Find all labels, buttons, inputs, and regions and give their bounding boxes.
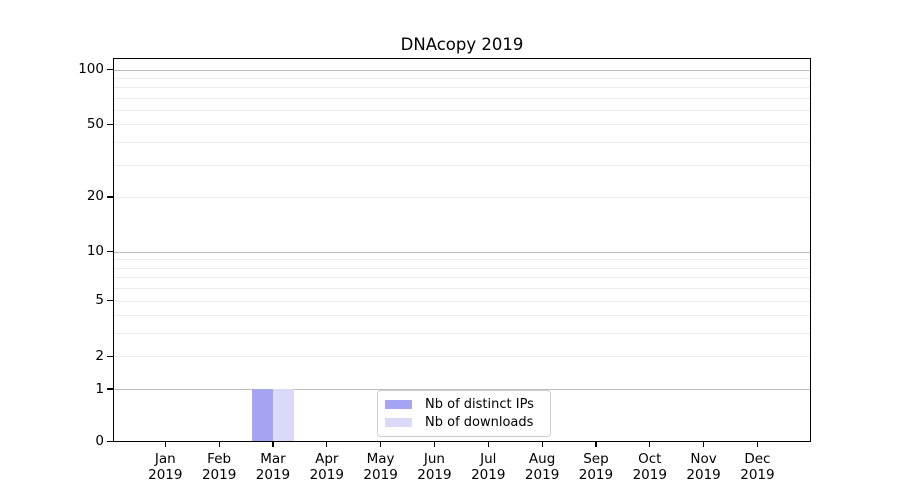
legend-swatch-downloads bbox=[385, 418, 412, 427]
x-axis-tick bbox=[272, 441, 274, 447]
x-axis-tick-label: Oct 2019 bbox=[620, 451, 680, 483]
x-tick-month: Jan bbox=[154, 451, 176, 467]
x-tick-year: 2019 bbox=[740, 466, 775, 483]
gridline-minor bbox=[113, 315, 811, 317]
y-axis-tick bbox=[106, 123, 114, 126]
x-axis-tick bbox=[595, 441, 597, 447]
y-axis-tick-label: 5 bbox=[95, 292, 104, 309]
y-axis-tick bbox=[106, 299, 114, 302]
x-axis-tick bbox=[703, 441, 705, 447]
x-tick-year: 2019 bbox=[524, 466, 560, 483]
x-axis-tick bbox=[541, 441, 543, 447]
x-tick-year: 2019 bbox=[201, 466, 237, 483]
y-axis-tick-label: 1 bbox=[95, 380, 104, 397]
gridline-minor bbox=[113, 288, 811, 290]
gridline-minor bbox=[113, 259, 811, 261]
y-axis-tick bbox=[106, 441, 114, 443]
x-tick-year: 2019 bbox=[686, 466, 721, 483]
legend-label-downloads: Nb of downloads bbox=[425, 415, 534, 430]
gridline-minor bbox=[113, 110, 811, 112]
x-axis-tick bbox=[649, 441, 651, 447]
legend-item-distinct-ips: Nb of distinct IPs bbox=[385, 396, 550, 414]
x-axis-tick bbox=[756, 441, 759, 447]
y-axis-tick-label: 0 bbox=[95, 433, 104, 450]
x-tick-year: 2019 bbox=[148, 466, 183, 483]
gridline-minor bbox=[113, 267, 811, 269]
x-tick-year: 2019 bbox=[255, 466, 291, 483]
x-tick-year: 2019 bbox=[632, 466, 667, 483]
x-tick-month: Aug bbox=[528, 451, 556, 467]
gridline-minor bbox=[113, 124, 811, 126]
x-axis-tick-label: Feb 2019 bbox=[189, 451, 249, 483]
x-tick-month: Nov bbox=[690, 451, 717, 467]
gridline-minor bbox=[113, 300, 811, 302]
x-tick-year: 2019 bbox=[417, 466, 452, 483]
y-axis-tick-label: 50 bbox=[86, 115, 104, 132]
gridline-minor bbox=[113, 196, 811, 198]
plot-border bbox=[112, 57, 812, 443]
x-axis-tick bbox=[164, 441, 166, 447]
legend-item-downloads: Nb of downloads bbox=[385, 414, 550, 432]
x-axis-tick bbox=[218, 441, 220, 447]
x-axis-tick bbox=[380, 441, 382, 447]
x-tick-month: Jun bbox=[423, 451, 445, 467]
y-axis-tick-label: 2 bbox=[95, 347, 104, 364]
bar-distinct-ips-mar bbox=[252, 389, 273, 442]
gridline-major bbox=[113, 251, 811, 253]
legend-swatch-distinct-ips bbox=[385, 400, 412, 409]
gridline-minor bbox=[113, 78, 811, 80]
x-axis-tick bbox=[487, 441, 489, 447]
x-axis-tick-label: Dec 2019 bbox=[727, 451, 787, 483]
x-axis-tick-label: Nov 2019 bbox=[674, 451, 734, 483]
gridline-minor bbox=[113, 97, 811, 99]
x-axis-tick bbox=[433, 441, 436, 447]
x-axis-tick-label: Jan 2019 bbox=[135, 451, 195, 483]
x-tick-year: 2019 bbox=[578, 466, 614, 483]
x-tick-month: Apr bbox=[315, 451, 339, 467]
x-tick-month: May bbox=[366, 451, 395, 467]
x-tick-month: Oct bbox=[638, 451, 662, 467]
x-axis-tick-label: Jul 2019 bbox=[458, 451, 518, 483]
x-axis-tick-label: Mar 2019 bbox=[243, 451, 303, 483]
y-axis-tick bbox=[106, 196, 114, 198]
x-tick-month: Feb bbox=[207, 451, 232, 467]
y-axis-tick bbox=[106, 251, 114, 253]
gridline-major bbox=[113, 69, 811, 71]
x-tick-month: Jul bbox=[480, 451, 497, 467]
x-axis-tick-label: Sep 2019 bbox=[566, 451, 626, 483]
gridline-minor bbox=[113, 87, 811, 89]
x-tick-year: 2019 bbox=[363, 466, 398, 483]
gridline-minor bbox=[113, 142, 811, 144]
legend-label-distinct-ips: Nb of distinct IPs bbox=[425, 397, 534, 412]
gridline-minor bbox=[113, 356, 811, 358]
y-axis-tick-label: 100 bbox=[78, 61, 104, 78]
y-axis-tick bbox=[106, 69, 114, 71]
x-axis-tick-label: May 2019 bbox=[351, 451, 411, 483]
gridline-major bbox=[113, 389, 811, 390]
gridline-minor bbox=[113, 164, 811, 166]
x-axis-tick-label: Apr 2019 bbox=[297, 451, 357, 483]
x-tick-year: 2019 bbox=[309, 466, 344, 483]
x-axis-tick-label: Jun 2019 bbox=[404, 451, 464, 483]
y-axis-tick bbox=[106, 355, 114, 357]
x-tick-year: 2019 bbox=[471, 466, 506, 483]
y-axis-tick-label: 10 bbox=[86, 243, 104, 260]
x-tick-month: Dec bbox=[744, 451, 771, 467]
bar-downloads-mar bbox=[272, 389, 294, 442]
gridline-minor bbox=[113, 277, 811, 279]
y-axis-tick bbox=[106, 388, 114, 390]
x-tick-month: Sep bbox=[583, 451, 609, 467]
x-axis-tick-label: Aug 2019 bbox=[512, 451, 572, 483]
gridline-minor bbox=[113, 333, 811, 335]
x-axis-tick bbox=[326, 441, 328, 447]
y-axis-tick-label: 20 bbox=[86, 188, 104, 205]
chart-title: DNAcopy 2019 bbox=[400, 35, 524, 54]
legend: Nb of distinct IPs Nb of downloads bbox=[377, 390, 551, 437]
x-tick-month: Mar bbox=[260, 451, 286, 467]
